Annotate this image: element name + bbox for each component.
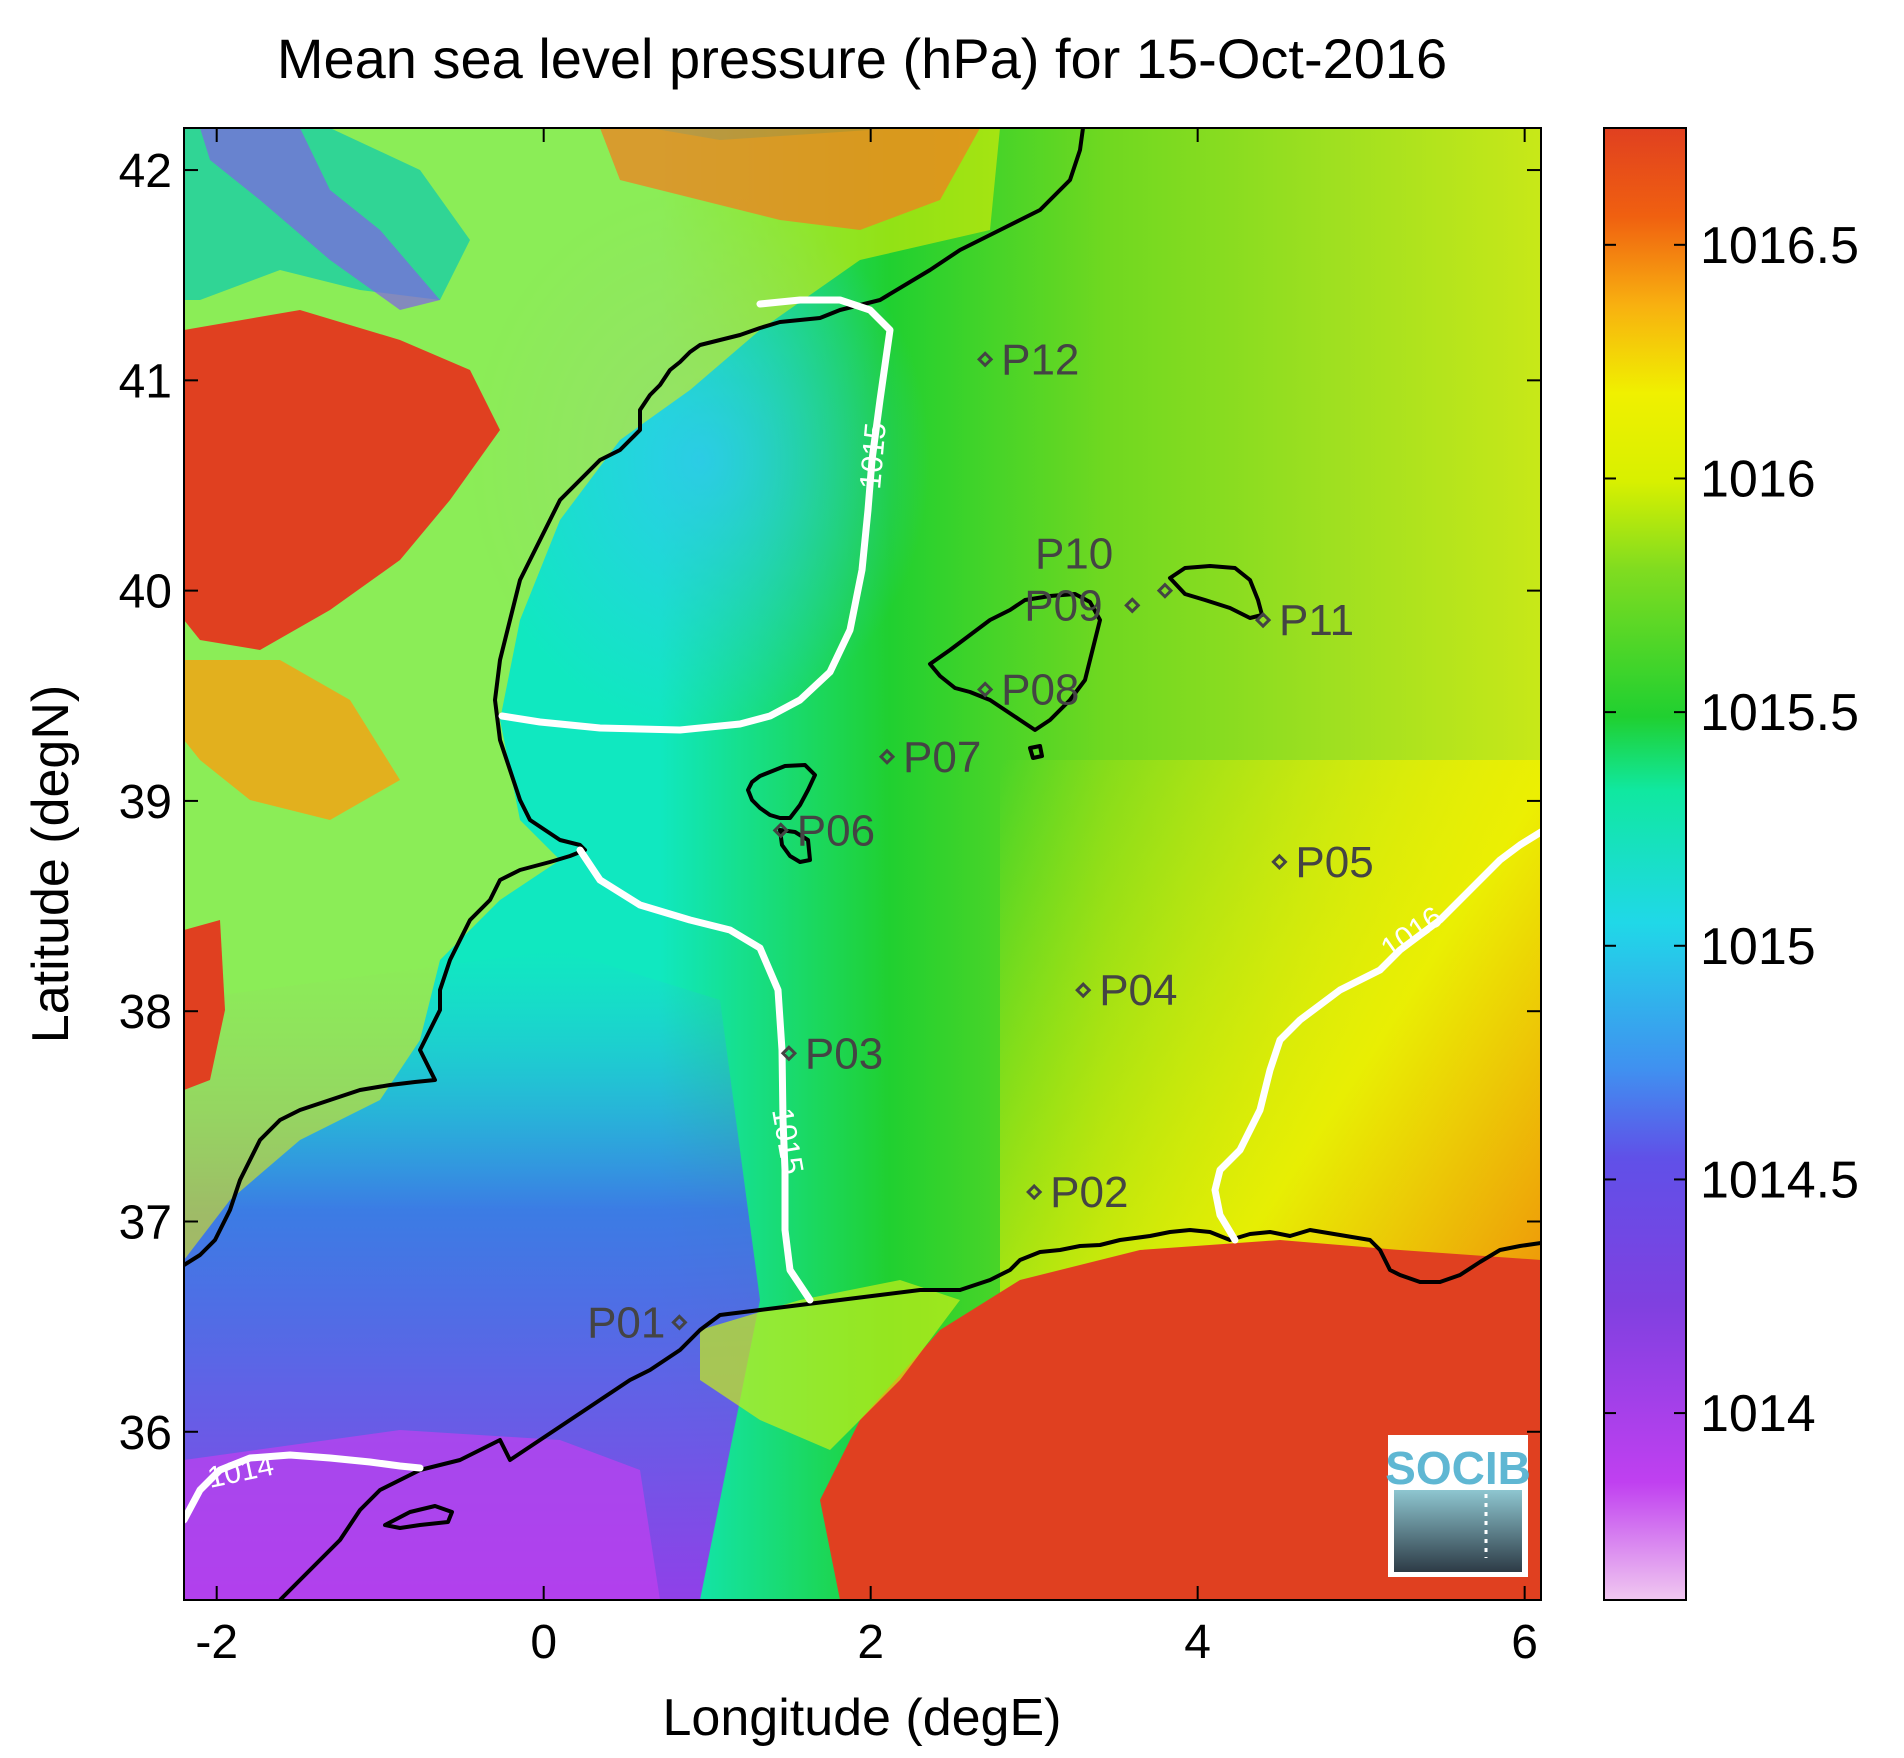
y-tick-label: 36 [119,1407,172,1460]
station-marker-p02 [1026,1183,1043,1201]
colorbar-tick-label: 1016.5 [1700,217,1859,275]
x-tick-label: 4 [1184,1616,1211,1669]
island-cabrera [1028,744,1044,760]
chart-title: Mean sea level pressure (hPa) for 15-Oct… [277,27,1447,90]
island-mallorca [928,592,1102,732]
colorbar-tick-label: 1014.5 [1700,1151,1859,1209]
colorbar-tick-label: 1014 [1700,1385,1816,1443]
pressure-field-north-orange [600,128,980,230]
contour-1015-south [576,846,814,1304]
island-ibiza [746,763,817,820]
station-marker-p07 [878,748,896,765]
station-marker-p04 [1075,982,1092,999]
coastline-africa-north [278,1228,1541,1600]
pressure-field-africa-yellow [700,1280,960,1450]
contour-1014 [184,1451,424,1524]
colorbar [1603,127,1687,1601]
station-label-p11: P11 [1279,596,1354,645]
station-label-p07: P07 [903,733,981,782]
station-label-p03: P03 [805,1029,883,1078]
station-label-p06: P06 [797,806,875,855]
x-axis-label: Longitude (degE) [663,1689,1062,1747]
socib-logo: SOCIB [1385,1435,1531,1577]
colorbar-tick-label: 1016 [1700,450,1816,508]
station-marker-p10 [1156,582,1174,599]
station-label-p04: P04 [1099,966,1177,1015]
island-formentera [778,828,812,864]
island-alboran [383,1504,454,1530]
plot-frame [183,127,1542,1601]
coastline-iberia-east [184,128,1085,1267]
station-label-p09: P09 [1024,581,1102,630]
x-axis: -2 0 2 4 6 [195,128,1538,1669]
pressure-field-iberia-orange [184,660,400,820]
x-tick-label: 2 [857,1616,884,1669]
station-label-p12: P12 [1001,335,1079,384]
station-label-p08: P08 [1001,665,1079,714]
contour-1016 [1211,828,1541,1244]
pressure-field-iberia-red [184,310,500,650]
pressure-field-africa-red [820,1240,1541,1600]
y-axis-label: Latitude (degN) [22,685,80,1043]
x-tick-label: -2 [195,1616,238,1669]
y-tick-label: 39 [119,776,172,829]
pressure-field-iberia-red-small [184,920,225,1090]
station-marker-p05 [1271,853,1288,871]
y-axis: 42 41 40 39 38 37 36 [119,145,1541,1460]
y-tick-label: 38 [119,986,172,1039]
island-menorca [1168,564,1264,620]
colorbar-tick-label: 1015.5 [1700,684,1859,742]
socib-logo-text: SOCIB [1385,1442,1531,1494]
colorbar-ticks: 1016.5 1016 1015.5 1015 1014.5 1014 [1604,217,1859,1443]
station-marker-p12 [976,351,994,368]
x-tick-label: 6 [1511,1616,1538,1669]
contour-label-1015-north: 1015 [854,421,893,490]
station-label-p05: P05 [1295,838,1373,887]
y-tick-label: 41 [119,355,172,408]
station-marker-p01 [671,1314,688,1331]
pressure-field-africa-purple [184,1430,660,1600]
station-label-p01: P01 [587,1298,665,1347]
station-marker-p11 [1254,611,1272,629]
station-label-p10: P10 [1035,530,1113,579]
colorbar-tick-label: 1015 [1700,918,1816,976]
station-label-p02: P02 [1050,1168,1128,1217]
y-tick-label: 40 [119,566,172,619]
station-marker-p03 [780,1045,798,1062]
station-marker-p09 [1124,597,1141,614]
station-marker-p06 [772,822,789,839]
contour-1015-north [498,296,894,734]
station-marker-p08 [976,681,994,698]
map-plot-area: 1015 1015 1016 1014 P01P02P03P04P05P06P0… [184,128,1541,1600]
pressure-field-iberia-purple [200,128,440,310]
x-tick-label: 0 [530,1616,557,1669]
y-tick-label: 37 [119,1196,172,1249]
y-tick-label: 42 [119,145,172,198]
